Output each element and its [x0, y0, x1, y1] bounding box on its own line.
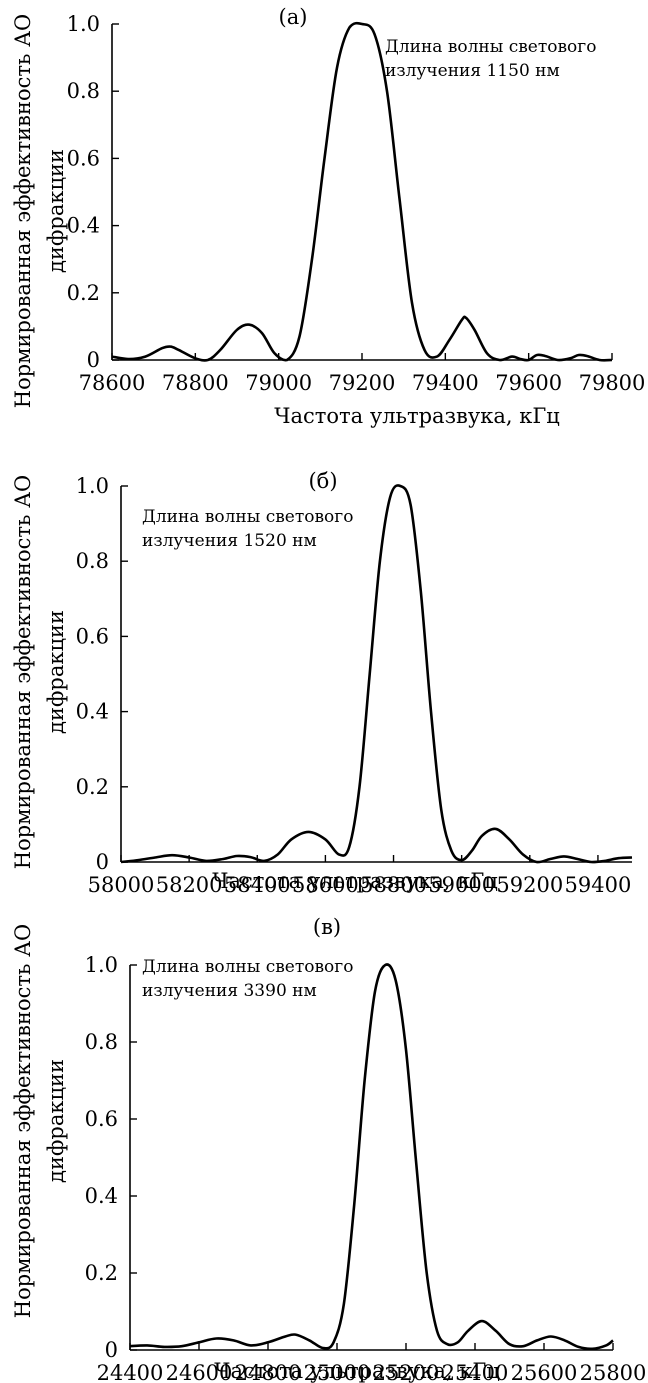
x-tick-label: 59400: [565, 873, 632, 897]
x-tick-label: 24800: [235, 1361, 302, 1383]
annotation-line-2: излучения 1520 нм: [142, 531, 317, 551]
x-tick-label: 78600: [79, 371, 146, 395]
y-tick-label: 1.0: [76, 474, 109, 498]
y-tick-label: 1.0: [85, 953, 118, 977]
x-tick-label: 58200: [156, 873, 223, 897]
panel-label: (б): [308, 469, 337, 493]
y-tick-label: 0: [87, 348, 100, 372]
x-axis-title: Частота ультразвука, кГц: [212, 869, 497, 893]
y-axis-title: Нормированная эффективность АО дифракции: [11, 924, 68, 1318]
panel-c: Нормированная эффективность АО дифракции…: [11, 915, 646, 1383]
y-tick-label: 0.8: [67, 79, 100, 103]
series-line: [129, 963, 614, 1351]
x-tick-label: 58000: [88, 873, 155, 897]
annotation-line-1: Длина волны светового: [385, 37, 596, 57]
annotation-line-2: излучения 1150 нм: [385, 61, 560, 81]
y-tick-label: 0.4: [67, 214, 100, 238]
x-tick-label: 25200: [373, 1361, 440, 1383]
x-tick-label: 79600: [495, 371, 562, 395]
panel-label: (в): [313, 915, 341, 939]
y-tick-label: 0: [105, 1338, 118, 1362]
x-axis-title: Частота ультразвука, кГц: [274, 404, 559, 428]
x-tick-label: 58800: [360, 873, 427, 897]
y-axis-title: Нормированная эффективность АО дифракции: [11, 14, 68, 408]
x-tick-label: 24400: [97, 1361, 164, 1383]
x-tick-label: 58600: [292, 873, 359, 897]
annotation-line-2: излучения 3390 нм: [142, 981, 317, 1001]
y-tick-label: 0.2: [67, 281, 100, 305]
x-tick-label: 78800: [162, 371, 229, 395]
y-axis-title-line-2: дифракции: [44, 149, 68, 273]
x-tick-label: 25000: [304, 1361, 371, 1383]
y-tick-label: 0.8: [76, 549, 109, 573]
x-tick-label: 79800: [579, 371, 646, 395]
y-axis-title-line-1: Нормированная эффективность АО: [11, 924, 35, 1318]
x-tick-label: 58400: [224, 873, 291, 897]
y-tick-label: 0.8: [85, 1030, 118, 1054]
y-axis-title-line-2: дифракции: [44, 1059, 68, 1183]
y-axis-title: Нормированная эффективность АО дифракции: [11, 475, 68, 869]
y-axis-title-line-1: Нормированная эффективность АО: [11, 475, 35, 869]
y-tick-label: 0.4: [85, 1184, 118, 1208]
y-tick-label: 1.0: [67, 12, 100, 36]
y-tick-label: 0: [96, 850, 109, 874]
x-tick-label: 59200: [496, 873, 563, 897]
annotation-line-1: Длина волны светового: [142, 507, 353, 527]
y-axis-title-line-1: Нормированная эффективность АО: [11, 14, 35, 408]
x-tick-label: 79000: [245, 371, 312, 395]
x-tick-label: 59000: [428, 873, 495, 897]
panel-label: (а): [279, 5, 308, 29]
panel-b: Нормированная эффективность АО дифракции…: [11, 469, 633, 897]
x-axis-title: Частота ультразвука, кГц: [214, 1359, 499, 1383]
x-tick-label: 25600: [511, 1361, 578, 1383]
x-tick-label: 24600: [166, 1361, 233, 1383]
y-tick-label: 0.6: [67, 146, 100, 170]
x-tick-label: 79400: [412, 371, 479, 395]
y-axis-title-line-2: дифракции: [44, 610, 68, 734]
panel-a: Нормированная эффективность АО дифракции…: [11, 5, 645, 428]
y-tick-label: 0.4: [76, 700, 109, 724]
y-tick-label: 0.2: [85, 1261, 118, 1285]
y-tick-label: 0.2: [76, 775, 109, 799]
y-tick-label: 0.6: [85, 1107, 118, 1131]
y-tick-label: 0.6: [76, 624, 109, 648]
annotation-line-1: Длина волны светового: [142, 957, 353, 977]
x-tick-label: 25800: [580, 1361, 647, 1383]
x-tick-label: 25400: [442, 1361, 509, 1383]
x-tick-label: 79200: [329, 371, 396, 395]
